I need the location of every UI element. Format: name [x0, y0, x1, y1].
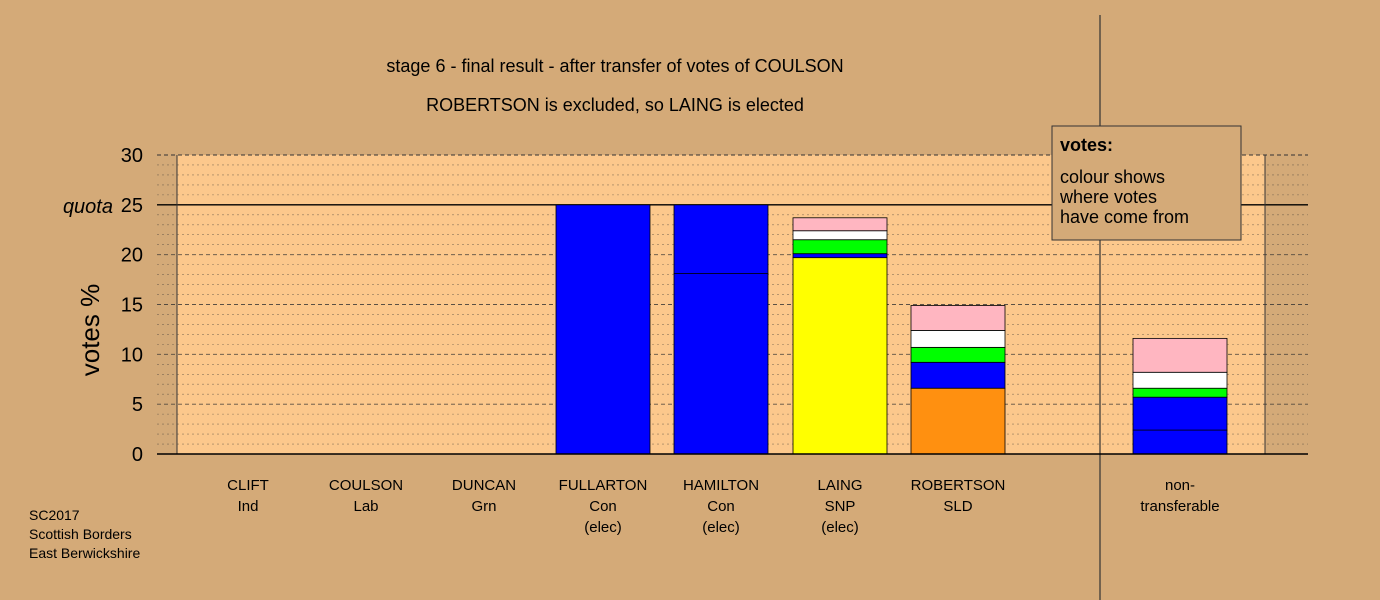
- x-tick-label: Ind: [238, 498, 259, 515]
- x-tick-label: (elec): [821, 519, 859, 536]
- legend-line-3: have come from: [1060, 207, 1189, 227]
- legend-box: [1051, 125, 1242, 241]
- bar-segment-non-ind: [1132, 337, 1228, 373]
- x-tick-label: FULLARTON: [559, 477, 648, 494]
- footer: SC2017 Scottish Borders East Berwickshir…: [29, 507, 140, 561]
- quota-label: quota: [63, 196, 113, 218]
- x-tick-label: SNP: [825, 498, 856, 515]
- x-tick-label: (elec): [584, 519, 622, 536]
- x-tick-label: Lab: [353, 498, 378, 515]
- axes: 0 5 10 15 20 25 30: [121, 15, 1308, 600]
- bar-segment-laing-lab: [792, 230, 888, 241]
- legend-line-2: where votes: [1059, 187, 1157, 207]
- y-axis-label: votes %: [75, 284, 105, 377]
- bar-segment-fullarton-con: [555, 204, 651, 455]
- bar-segment-non-lab: [1132, 371, 1228, 389]
- bar-segment-laing-grn: [792, 239, 888, 255]
- x-tick-label: non-: [1165, 477, 1195, 494]
- footer-line-3: East Berwickshire: [29, 545, 140, 561]
- chart-subtitle: ROBERTSON is excluded, so LAING is elect…: [426, 95, 804, 115]
- bar-segment-robertson-sld: [910, 387, 1006, 455]
- legend: votes: colour shows where votes have com…: [1051, 125, 1242, 241]
- bar-segment-robertson-grn: [910, 346, 1006, 363]
- x-tick-label: HAMILTON: [683, 477, 759, 494]
- x-tick-label: transferable: [1140, 498, 1219, 515]
- y-tick-label: 25: [121, 195, 143, 217]
- x-tick-label: Grn: [471, 498, 496, 515]
- x-tick-label: Con: [707, 498, 735, 515]
- bar-segment-laing-snp: [792, 257, 888, 455]
- x-tick-label: Con: [589, 498, 617, 515]
- legend-line-1: colour shows: [1060, 167, 1165, 187]
- x-tick-label: DUNCAN: [452, 477, 516, 494]
- x-tick-label: CLIFT: [227, 477, 269, 494]
- bar-segment-hamilton-con: [673, 273, 769, 455]
- bar-segment-robertson-ind: [910, 305, 1006, 331]
- bar-segment-robertson-con: [910, 361, 1006, 389]
- y-tick-label: 0: [132, 444, 143, 466]
- bar-segment-robertson-lab: [910, 330, 1006, 348]
- bar-segment-hamilton-con: [673, 204, 769, 275]
- y-tick-label: 10: [121, 344, 143, 366]
- labels: CLIFT Ind COULSON Lab DUNCAN Grn FULLARTON Con (…: [227, 477, 1219, 536]
- x-tick-label: COULSON: [329, 477, 403, 494]
- y-tick-label: 5: [132, 394, 143, 416]
- x-tick-label: SLD: [943, 498, 972, 515]
- x-tick-label: ROBERTSON: [911, 477, 1006, 494]
- y-tick-label: 30: [121, 145, 143, 167]
- y-tick-label: 20: [121, 245, 143, 267]
- bars: [201, 204, 1228, 455]
- footer-line-2: Scottish Borders: [29, 526, 132, 542]
- bar-segment-laing-ind: [792, 217, 888, 232]
- chart-title: stage 6 - final result - after transfer …: [386, 56, 843, 76]
- legend-title: votes:: [1060, 135, 1113, 155]
- bar-segment-non-con: [1132, 429, 1228, 455]
- bar-segment-non-con: [1132, 396, 1228, 431]
- x-tick-label: LAING: [817, 477, 862, 494]
- bar-segment-laing-con: [792, 253, 888, 259]
- y-tick-label: 15: [121, 295, 143, 317]
- footer-line-1: SC2017: [29, 507, 80, 523]
- x-tick-label: (elec): [702, 519, 740, 536]
- bar-segment-non-grn: [1132, 387, 1228, 398]
